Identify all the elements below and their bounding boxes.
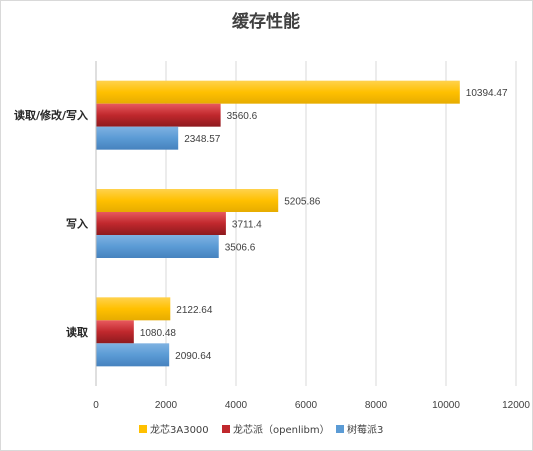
- legend-label: 龙芯派（openlibm）: [233, 423, 330, 436]
- bar: [96, 189, 279, 212]
- data-label: 3560.6: [227, 111, 258, 122]
- bar: [96, 297, 171, 321]
- legend-swatch: [139, 425, 147, 433]
- category-label: 读取: [66, 325, 88, 339]
- x-tick-label: 4000: [225, 400, 248, 411]
- category-label: 写入: [66, 218, 88, 231]
- data-label: 2122.64: [176, 305, 213, 316]
- bar: [96, 343, 170, 367]
- data-label: 1080.48: [140, 328, 177, 339]
- x-tick-label: 0: [93, 400, 99, 411]
- data-label: 3711.4: [232, 220, 262, 231]
- bar: [96, 126, 179, 150]
- x-tick-label: 6000: [295, 400, 318, 411]
- x-tick-label: 2000: [155, 400, 178, 411]
- data-label: 3506.6: [225, 243, 256, 254]
- bar: [96, 212, 226, 235]
- bar: [96, 103, 221, 127]
- category-label: 读取/修改/写入: [14, 108, 88, 122]
- data-label: 10394.47: [466, 88, 508, 99]
- legend-swatch: [336, 425, 344, 433]
- x-tick-label: 10000: [432, 400, 460, 411]
- chart-title: 缓存性能: [232, 11, 300, 32]
- bar: [96, 320, 134, 344]
- bar: [96, 80, 460, 104]
- x-tick-label: 12000: [502, 400, 530, 411]
- legend-swatch: [222, 425, 230, 433]
- legend-label: 龙芯3A3000: [150, 423, 209, 436]
- legend-label: 树莓派3: [347, 423, 383, 436]
- bar: [96, 235, 219, 258]
- data-label: 2348.57: [184, 134, 221, 145]
- data-label: 2090.64: [175, 351, 212, 362]
- data-label: 5205.86: [284, 197, 321, 208]
- x-tick-label: 8000: [365, 400, 388, 411]
